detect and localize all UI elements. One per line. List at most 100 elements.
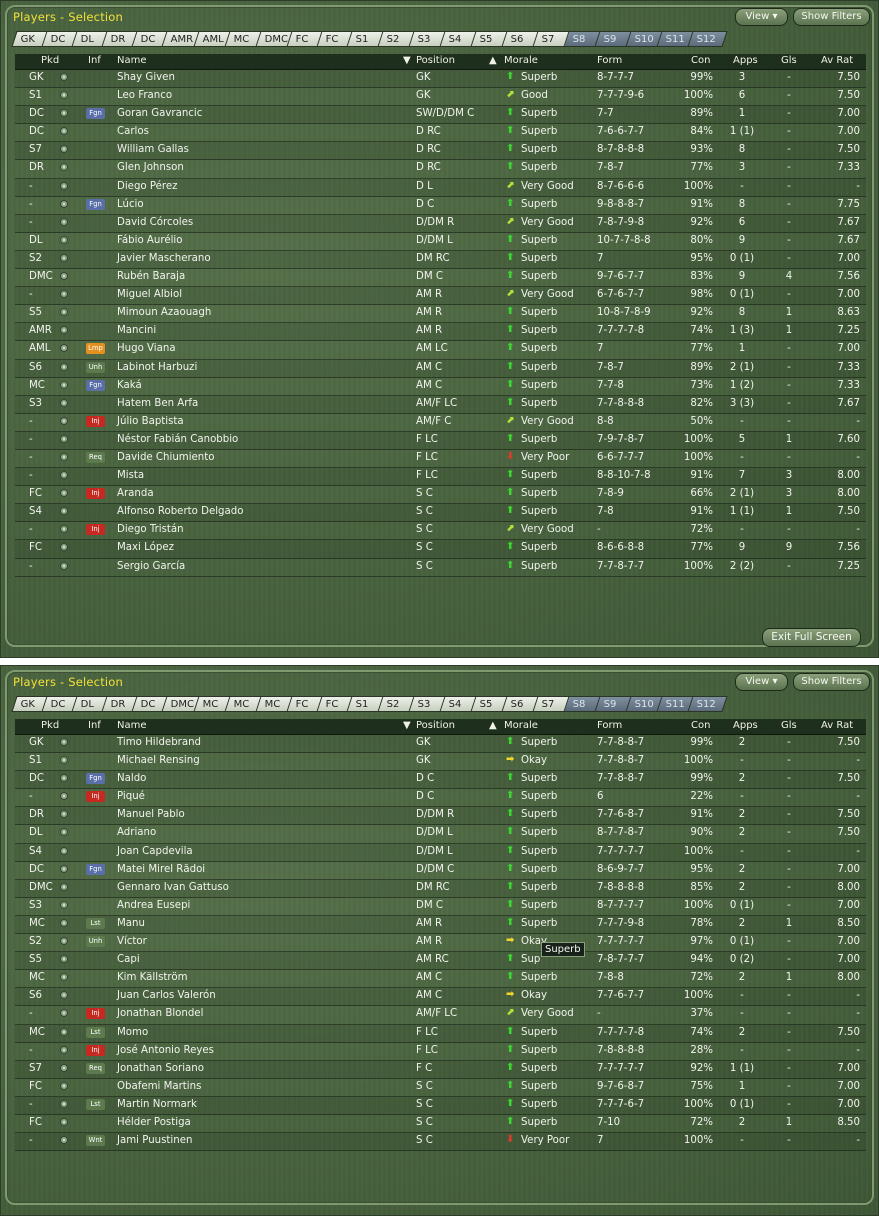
table-row[interactable]: S5 Capi AM RC ⬆ Sup 7-8-7-7-7 94% 0 (2) - 7.00 — [15, 952, 866, 971]
table-row[interactable]: - Sergio García S C ⬆ Superb 7-7-8-7-7 100% 2 (… — [15, 559, 866, 577]
table-row[interactable]: - Inj Piqué D C ⬆ Superb 6 22% - - - — [15, 789, 866, 808]
table-row[interactable]: AMR Mancini AM R ⬆ Superb 7-7-7-7-8 74% 1 (3) 1 7… — [15, 323, 866, 342]
pick-toggle-icon[interactable] — [60, 416, 68, 425]
table-row[interactable]: DMC Gennaro Ivan Gattuso DM RC ⬆ Superb 7-8-8… — [15, 879, 866, 898]
tab-s12[interactable]: S12 — [687, 31, 728, 47]
table-row[interactable]: - Mista F LC ⬆ Superb 8-8-10-7-8 91% 7 3 8.00 — [15, 468, 866, 487]
pick-toggle-icon[interactable] — [60, 991, 68, 1000]
pick-toggle-icon[interactable] — [60, 810, 68, 819]
table-row[interactable]: FC Hélder Postiga S C ⬆ Superb 7-10 72% 2 1 8.50 — [15, 1115, 866, 1134]
table-row[interactable]: S6 Unh Labinot Harbuzi AM C ⬆ Superb 7-8-7 89% 2… — [15, 359, 866, 378]
table-row[interactable]: - Néstor Fabián Canobbio F LC ⬆ Superb 7-9-7-… — [15, 431, 866, 450]
pick-toggle-icon[interactable] — [60, 217, 68, 226]
exit-full-screen-button[interactable]: Exit Full Screen — [762, 628, 861, 647]
table-row[interactable]: S1 Leo Franco GK ⬈ Good 7-7-7-9-6 100% 6 - 7.50 — [15, 88, 866, 107]
table-row[interactable]: - Fgn Lúcio D C ⬆ Superb 9-8-8-8-7 91% 8 - 7.75 — [15, 197, 866, 215]
pick-toggle-icon[interactable] — [60, 882, 68, 891]
pick-toggle-icon[interactable] — [60, 525, 68, 534]
pick-toggle-icon[interactable] — [60, 792, 68, 801]
table-row[interactable]: S7 Req Jonathan Soriano F C ⬆ Superb 7-7-7-7-7… — [15, 1060, 866, 1079]
table-row[interactable]: DMC Rubén Baraja DM C ⬆ Superb 9-7-6-7-7 83% 9 4… — [15, 269, 866, 288]
table-row[interactable]: DR Glen Johnson D RC ⬆ Superb 7-8-7 77% 3 - 7.33 — [15, 160, 866, 179]
view-button[interactable]: View ▾ — [735, 8, 788, 26]
pick-toggle-icon[interactable] — [60, 471, 68, 480]
pick-toggle-icon[interactable] — [60, 452, 68, 461]
pick-toggle-icon[interactable] — [60, 507, 68, 516]
pick-toggle-icon[interactable] — [60, 145, 68, 154]
pick-toggle-icon[interactable] — [60, 109, 68, 118]
table-row[interactable]: - Miguel Albiol AM R ⬈ Very Good 6-7-6-7-7 98%… — [15, 287, 866, 306]
pick-toggle-icon[interactable] — [60, 1136, 68, 1145]
header-morale[interactable]: Morale — [504, 55, 538, 66]
table-row[interactable]: S4 Alfonso Roberto Delgado S C ⬆ Superb 7-8 91… — [15, 504, 866, 523]
pick-toggle-icon[interactable] — [60, 864, 68, 873]
table-row[interactable]: GK Shay Given GK ⬆ Superb 8-7-7-7 99% 3 - 7.50 — [15, 70, 866, 89]
header-form[interactable]: Form — [597, 720, 623, 731]
pick-toggle-icon[interactable] — [60, 308, 68, 317]
pick-toggle-icon[interactable] — [60, 561, 68, 570]
pick-toggle-icon[interactable] — [60, 1081, 68, 1090]
pick-toggle-icon[interactable] — [60, 937, 68, 946]
table-row[interactable]: MC Fgn Kaká AM C ⬆ Superb 7-7-8 73% 1 (2) - 7.33 — [15, 378, 866, 396]
pick-toggle-icon[interactable] — [60, 290, 68, 299]
pick-toggle-icon[interactable] — [60, 756, 68, 765]
header-apps[interactable]: Apps — [733, 720, 758, 731]
pick-toggle-icon[interactable] — [60, 326, 68, 335]
header-position[interactable]: Position — [416, 55, 455, 66]
pick-toggle-icon[interactable] — [60, 846, 68, 855]
header-gls[interactable]: Gls — [781, 55, 797, 66]
table-row[interactable]: - David Córcoles D/DM R ⬈ Very Good 7-8-7-9-8… — [15, 214, 866, 233]
header-morale[interactable]: Morale — [504, 720, 538, 731]
table-row[interactable]: MC Kim Källström AM C ⬆ Superb 7-8-8 72% 2 1 8.00 — [15, 970, 866, 989]
pick-toggle-icon[interactable] — [60, 181, 68, 190]
table-row[interactable]: - Inj Júlio Baptista AM/F C ⬈ Very Good 8-8 50%… — [15, 414, 866, 432]
tab-s12[interactable]: S12 — [687, 696, 728, 712]
table-row[interactable]: DC Fgn Naldo D C ⬆ Superb 7-7-8-8-7 99% 2 - 7.50 — [15, 771, 866, 790]
header-inf[interactable]: Inf — [88, 55, 101, 66]
pick-toggle-icon[interactable] — [60, 1063, 68, 1072]
pick-toggle-icon[interactable] — [60, 344, 68, 353]
header-con[interactable]: Con — [691, 55, 711, 66]
pick-toggle-icon[interactable] — [60, 738, 68, 746]
pick-toggle-icon[interactable] — [60, 163, 68, 172]
table-row[interactable]: DL Adriano D/DM L ⬆ Superb 8-7-7-8-7 90% 2 - 7.50 — [15, 825, 866, 844]
table-row[interactable]: FC Maxi López S C ⬆ Superb 8-6-6-8-8 77% 9 9 7.56 — [15, 540, 866, 559]
table-row[interactable]: DC Carlos D RC ⬆ Superb 7-6-6-7-7 84% 1 (1) - 7.0… — [15, 124, 866, 143]
table-row[interactable]: S4 Joan Capdevila D/DM L ⬆ Superb 7-7-7-7-7 10… — [15, 843, 866, 862]
table-row[interactable]: S6 Juan Carlos Valerón AM C ➡ Okay 7-7-6-7-7 1… — [15, 988, 866, 1007]
header-con[interactable]: Con — [691, 720, 711, 731]
table-row[interactable]: S3 Andrea Eusepi DM C ⬆ Superb 8-7-7-7-7 100% 0… — [15, 898, 866, 916]
pick-toggle-icon[interactable] — [60, 774, 68, 783]
pick-toggle-icon[interactable] — [60, 973, 68, 982]
pick-toggle-icon[interactable] — [60, 434, 68, 443]
pick-toggle-icon[interactable] — [60, 1045, 68, 1054]
show-filters-button[interactable]: Show Filters — [793, 8, 870, 26]
table-row[interactable]: - Wnt Jami Puustinen S C ⬇ Very Poor 7 100% - - - — [15, 1133, 866, 1152]
pick-toggle-icon[interactable] — [60, 828, 68, 837]
header-apps[interactable]: Apps — [733, 55, 758, 66]
table-row[interactable]: - Inj Jonathan Blondel AM/F LC ⬈ Very Good - 37… — [15, 1006, 866, 1025]
header-pkd[interactable]: Pkd — [41, 720, 60, 731]
pick-toggle-icon[interactable] — [60, 127, 68, 136]
pick-toggle-icon[interactable] — [60, 1027, 68, 1036]
pick-toggle-icon[interactable] — [60, 1099, 68, 1108]
pick-toggle-icon[interactable] — [60, 380, 68, 389]
pick-toggle-icon[interactable] — [60, 272, 68, 281]
pick-toggle-icon[interactable] — [60, 253, 68, 262]
header-form[interactable]: Form — [597, 55, 623, 66]
view-button[interactable]: View ▾ — [735, 673, 788, 691]
header-inf[interactable]: Inf — [88, 720, 101, 731]
table-row[interactable]: AML Lmp Hugo Viana AM LC ⬆ Superb 7 77% 1 - 7.00 — [15, 341, 866, 360]
pick-toggle-icon[interactable] — [60, 489, 68, 498]
table-row[interactable]: S7 William Gallas D RC ⬆ Superb 8-7-8-8-8 93% 8… — [15, 142, 866, 161]
table-row[interactable]: S1 Michael Rensing GK ➡ Okay 7-7-8-8-7 100% - - - — [15, 753, 866, 772]
pick-toggle-icon[interactable] — [60, 73, 68, 81]
table-row[interactable]: MC Lst Manu AM R ⬆ Superb 7-7-7-9-8 78% 2 1 8.50 — [15, 915, 866, 935]
header-pkd[interactable]: Pkd — [41, 55, 60, 66]
pick-toggle-icon[interactable] — [60, 1117, 68, 1126]
table-row[interactable]: - Req Davide Chiumiento F LC ⬇ Very Poor 6-6-7… — [15, 450, 866, 469]
table-row[interactable]: MC Lst Momo F LC ⬆ Superb 7-7-7-7-8 74% 2 - 7.50 — [15, 1024, 866, 1043]
pick-toggle-icon[interactable] — [60, 955, 68, 964]
table-row[interactable]: GK Timo Hildebrand GK ⬆ Superb 7-7-8-8-7 99% 2 -… — [15, 735, 866, 754]
pick-toggle-icon[interactable] — [60, 918, 68, 927]
